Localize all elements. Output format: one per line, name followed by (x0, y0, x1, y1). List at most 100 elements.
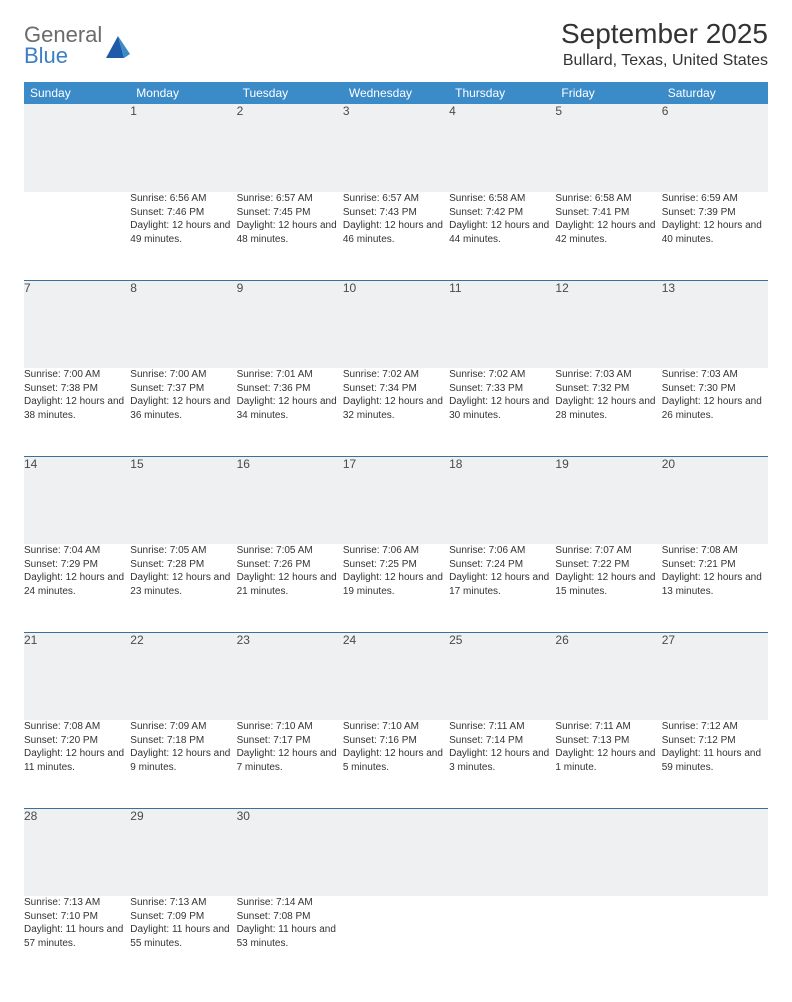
daylight-text: Daylight: 12 hours and 46 minutes. (343, 219, 449, 246)
day-number-cell: 13 (662, 280, 768, 368)
day-number-cell (24, 104, 130, 192)
sunrise-text: Sunrise: 7:04 AM (24, 544, 130, 558)
day-number-cell: 24 (343, 632, 449, 720)
day-number-cell: 19 (555, 456, 661, 544)
day-content-cell: Sunrise: 7:02 AMSunset: 7:34 PMDaylight:… (343, 368, 449, 456)
day-number-cell: 5 (555, 104, 661, 192)
day-number-row: 14151617181920 (24, 456, 768, 544)
sunset-text: Sunset: 7:34 PM (343, 382, 449, 396)
day-content-cell: Sunrise: 7:03 AMSunset: 7:32 PMDaylight:… (555, 368, 661, 456)
day-content-cell: Sunrise: 7:06 AMSunset: 7:24 PMDaylight:… (449, 544, 555, 632)
day-number-row: 21222324252627 (24, 632, 768, 720)
sunrise-text: Sunrise: 7:01 AM (237, 368, 343, 382)
day-content-row: Sunrise: 7:00 AMSunset: 7:38 PMDaylight:… (24, 368, 768, 456)
day-content-cell: Sunrise: 6:57 AMSunset: 7:45 PMDaylight:… (237, 192, 343, 280)
day-content-cell: Sunrise: 7:05 AMSunset: 7:28 PMDaylight:… (130, 544, 236, 632)
day-number-cell: 2 (237, 104, 343, 192)
sunrise-text: Sunrise: 6:57 AM (237, 192, 343, 206)
day-number-cell: 14 (24, 456, 130, 544)
day-content-cell: Sunrise: 7:14 AMSunset: 7:08 PMDaylight:… (237, 896, 343, 984)
sunrise-text: Sunrise: 7:10 AM (237, 720, 343, 734)
sunrise-text: Sunrise: 7:02 AM (343, 368, 449, 382)
sunrise-text: Sunrise: 7:09 AM (130, 720, 236, 734)
sunset-text: Sunset: 7:46 PM (130, 206, 236, 220)
brand-logo: General Blue (24, 24, 130, 67)
day-number-cell: 22 (130, 632, 236, 720)
day-content-cell: Sunrise: 7:08 AMSunset: 7:21 PMDaylight:… (662, 544, 768, 632)
day-content-row: Sunrise: 7:13 AMSunset: 7:10 PM Daylight:… (24, 896, 768, 984)
day-number-cell: 8 (130, 280, 236, 368)
day-content-cell: Sunrise: 7:13 AMSunset: 7:09 PMDaylight:… (130, 896, 236, 984)
daylight-text: Daylight: 12 hours and 24 minutes. (24, 571, 130, 598)
day-content-cell: Sunrise: 7:12 AMSunset: 7:12 PMDaylight:… (662, 720, 768, 808)
sunrise-text: Sunrise: 7:13 AM (130, 896, 236, 910)
sunset-text: Sunset: 7:29 PM (24, 558, 130, 572)
sunset-text: Sunset: 7:33 PM (449, 382, 555, 396)
sunset-text: Sunset: 7:14 PM (449, 734, 555, 748)
day-content-cell: Sunrise: 7:00 AMSunset: 7:37 PMDaylight:… (130, 368, 236, 456)
day-header: Saturday (662, 82, 768, 104)
daylight-text: Daylight: 12 hours and 5 minutes. (343, 747, 449, 774)
day-content-cell: Sunrise: 7:10 AMSunset: 7:16 PMDaylight:… (343, 720, 449, 808)
day-header: Friday (555, 82, 661, 104)
day-number-cell: 10 (343, 280, 449, 368)
day-number-cell: 25 (449, 632, 555, 720)
sunset-text: Sunset: 7:37 PM (130, 382, 236, 396)
sunrise-text: Sunrise: 7:05 AM (130, 544, 236, 558)
sunset-text: Sunset: 7:32 PM (555, 382, 661, 396)
sunset-text: Sunset: 7:18 PM (130, 734, 236, 748)
day-number-row: 282930 (24, 808, 768, 896)
sunset-text: Sunset: 7:38 PM (24, 382, 130, 396)
day-content-row: Sunrise: 7:08 AMSunset: 7:20 PMDaylight:… (24, 720, 768, 808)
day-number-cell: 21 (24, 632, 130, 720)
day-content-cell: Sunrise: 7:11 AMSunset: 7:13 PMDaylight:… (555, 720, 661, 808)
daylight-text: Daylight: 11 hours and 53 minutes. (237, 923, 343, 950)
day-content-cell: Sunrise: 7:07 AMSunset: 7:22 PMDaylight:… (555, 544, 661, 632)
day-number-cell: 9 (237, 280, 343, 368)
sunrise-text: Sunrise: 7:02 AM (449, 368, 555, 382)
daylight-text: Daylight: 12 hours and 38 minutes. (24, 395, 130, 422)
sunrise-text: Sunrise: 7:12 AM (662, 720, 768, 734)
sunrise-text: Sunrise: 7:00 AM (24, 368, 130, 382)
sunrise-text: Sunrise: 6:56 AM (130, 192, 236, 206)
day-content-row: Sunrise: 6:56 AMSunset: 7:46 PM Daylight:… (24, 192, 768, 280)
day-number-cell: 28 (24, 808, 130, 896)
day-content-cell: Sunrise: 7:10 AMSunset: 7:17 PMDaylight:… (237, 720, 343, 808)
sunset-text: Sunset: 7:24 PM (449, 558, 555, 572)
daylight-text: Daylight: 12 hours and 9 minutes. (130, 747, 236, 774)
sunset-text: Sunset: 7:09 PM (130, 910, 236, 924)
daylight-text: Daylight: 12 hours and 19 minutes. (343, 571, 449, 598)
day-number-cell: 7 (24, 280, 130, 368)
calendar-page: General Blue September 2025 Bullard, Tex… (0, 0, 792, 1002)
brand-word-blue: Blue (24, 45, 102, 67)
sunset-text: Sunset: 7:45 PM (237, 206, 343, 220)
sunset-text: Sunset: 7:42 PM (449, 206, 555, 220)
sunset-text: Sunset: 7:43 PM (343, 206, 449, 220)
day-content-cell: Sunrise: 7:04 AMSunset: 7:29 PMDaylight:… (24, 544, 130, 632)
sunrise-text: Sunrise: 6:58 AM (555, 192, 661, 206)
day-header: Tuesday (237, 82, 343, 104)
sunrise-text: Sunrise: 7:08 AM (24, 720, 130, 734)
day-number-cell: 30 (237, 808, 343, 896)
sunset-text: Sunset: 7:10 PM (24, 910, 130, 924)
sunset-text: Sunset: 7:30 PM (662, 382, 768, 396)
daylight-text: Daylight: 12 hours and 32 minutes. (343, 395, 449, 422)
sunset-text: Sunset: 7:20 PM (24, 734, 130, 748)
sunrise-text: Sunrise: 7:10 AM (343, 720, 449, 734)
day-number-cell: 12 (555, 280, 661, 368)
sunrise-text: Sunrise: 7:03 AM (555, 368, 661, 382)
daylight-text: Daylight: 12 hours and 13 minutes. (662, 571, 768, 598)
day-number-cell: 4 (449, 104, 555, 192)
day-header: Thursday (449, 82, 555, 104)
daylight-text: Daylight: 12 hours and 34 minutes. (237, 395, 343, 422)
daylight-text: Daylight: 12 hours and 11 minutes. (24, 747, 130, 774)
daylight-text: Daylight: 12 hours and 26 minutes. (662, 395, 768, 422)
day-content-cell: Sunrise: 7:06 AMSunset: 7:25 PMDaylight:… (343, 544, 449, 632)
day-number-cell: 3 (343, 104, 449, 192)
sunset-text: Sunset: 7:39 PM (662, 206, 768, 220)
daylight-text: Daylight: 12 hours and 36 minutes. (130, 395, 236, 422)
sunset-text: Sunset: 7:17 PM (237, 734, 343, 748)
sunset-text: Sunset: 7:26 PM (237, 558, 343, 572)
brand-text: General Blue (24, 24, 102, 67)
sunrise-text: Sunrise: 7:03 AM (662, 368, 768, 382)
